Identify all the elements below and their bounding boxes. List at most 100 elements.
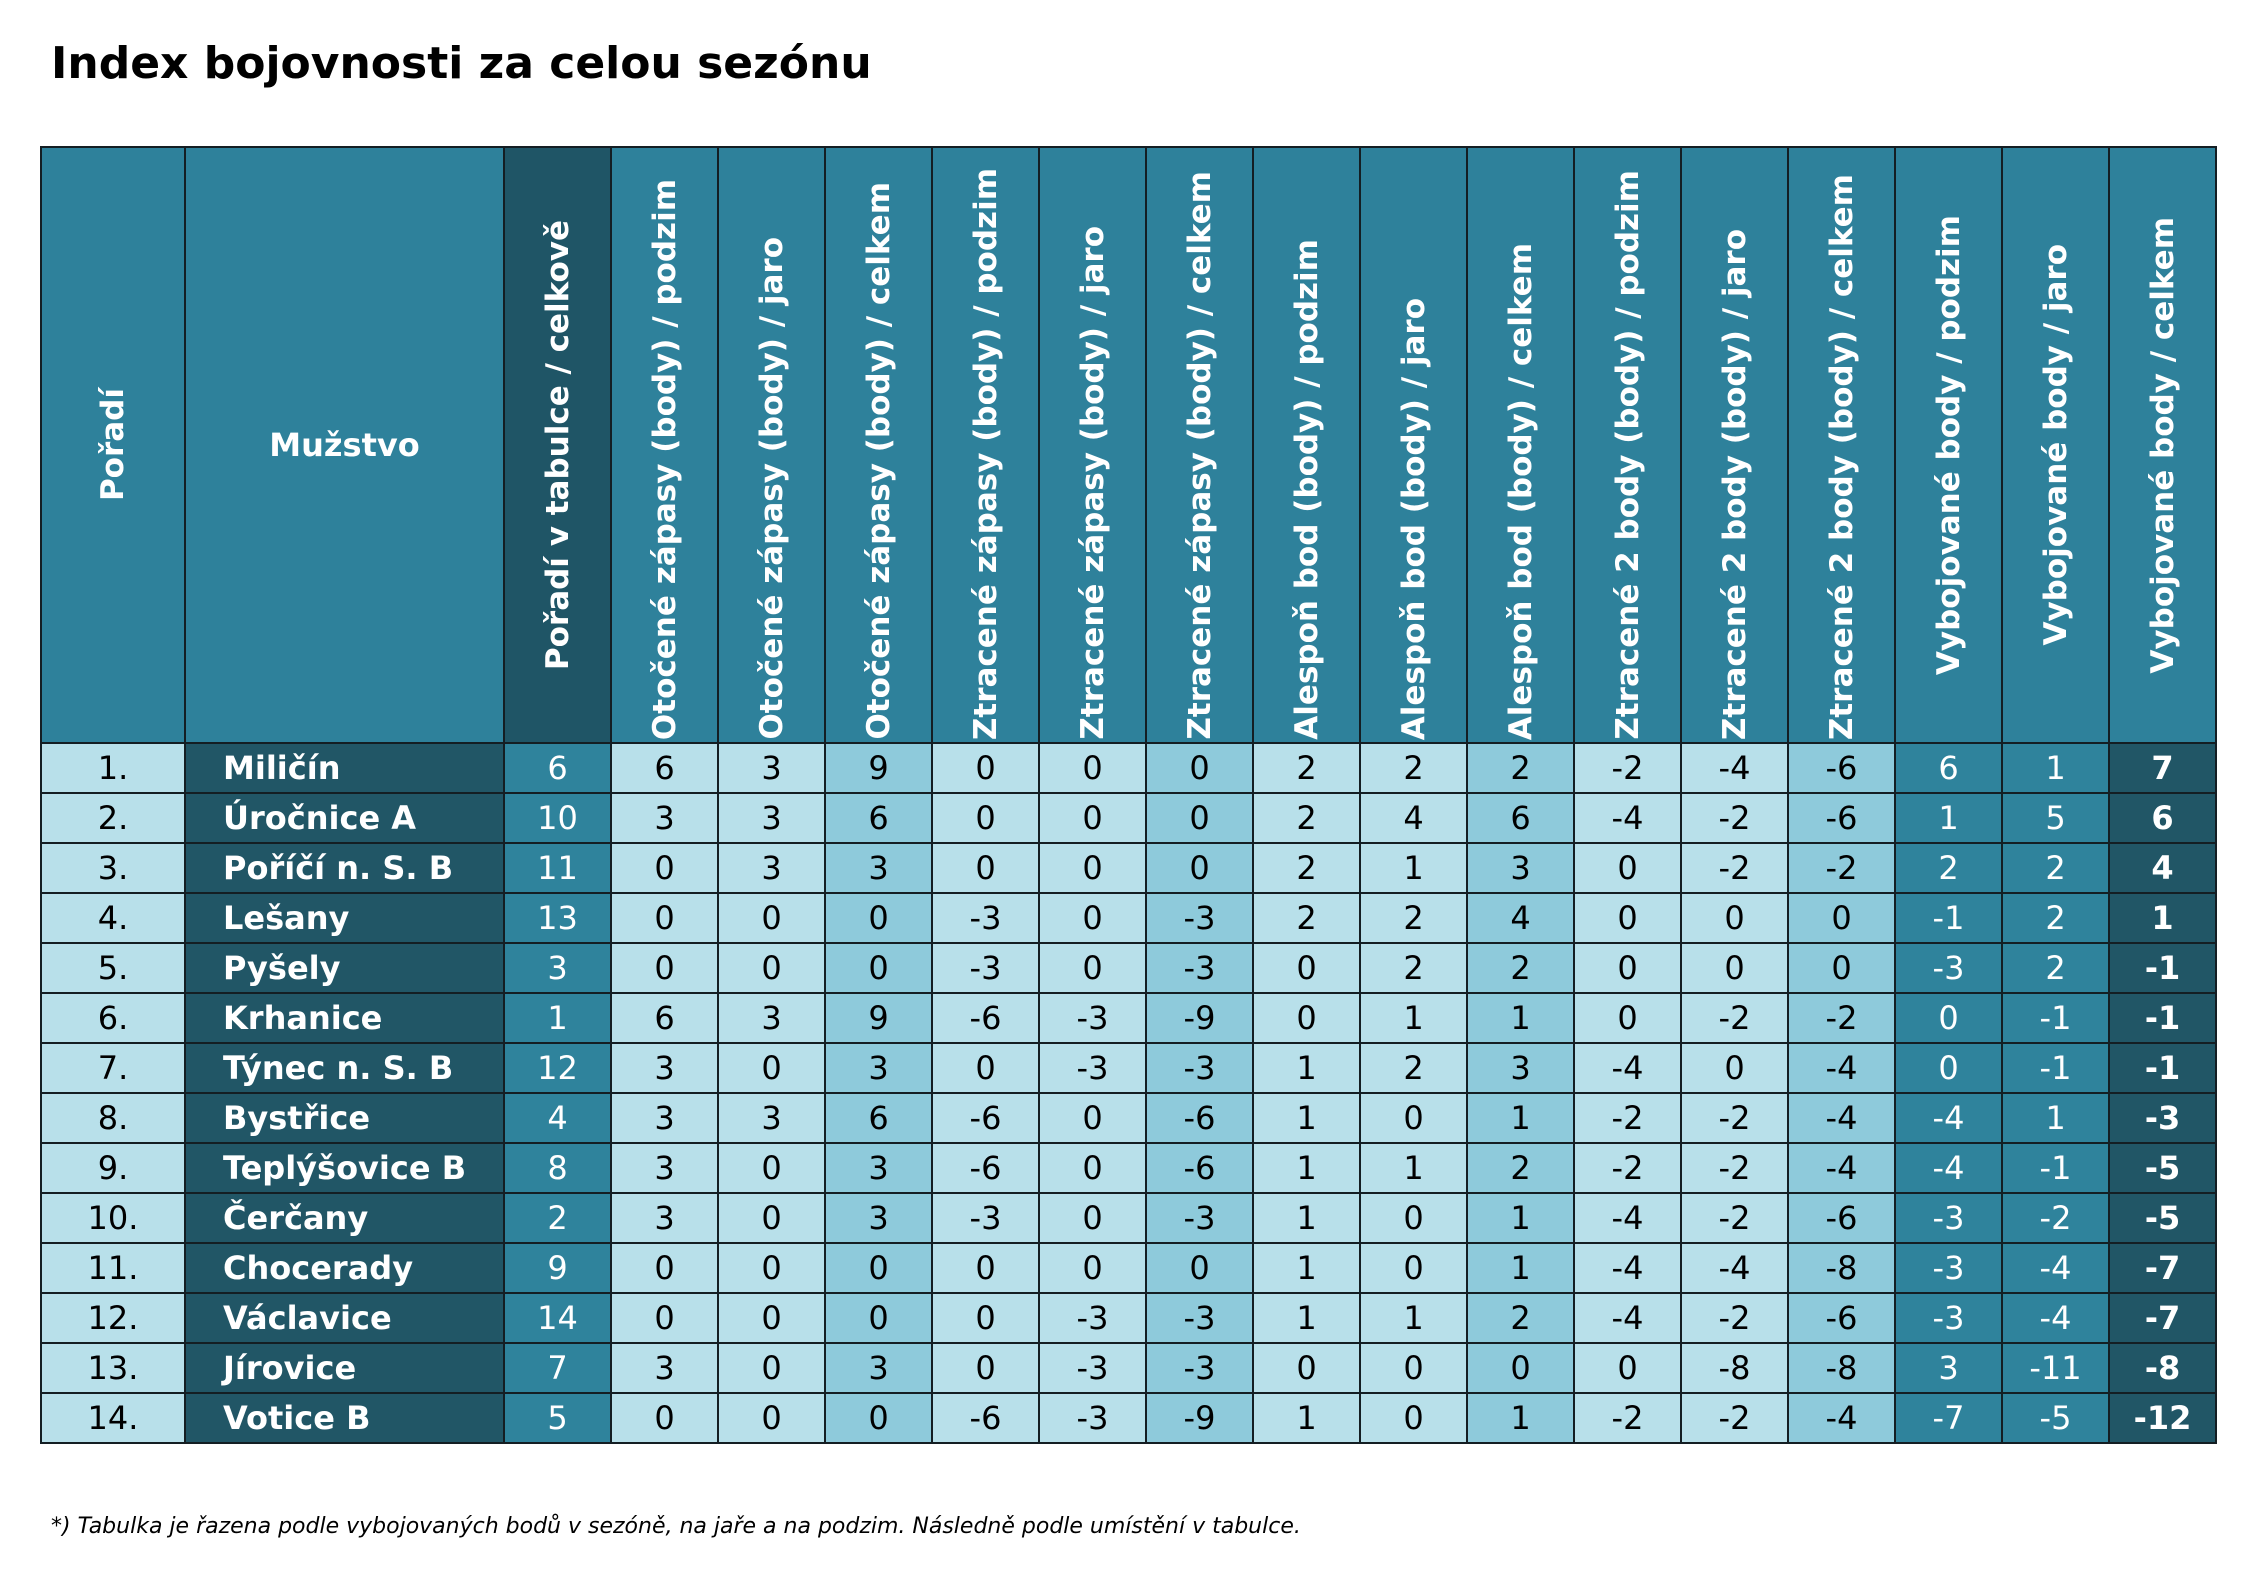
rank-cell: 2.: [40, 792, 186, 844]
team-cell: Krhanice: [184, 992, 505, 1044]
value-cell: 0: [1038, 1142, 1147, 1194]
value-cell: 0: [931, 742, 1040, 794]
value-cell: 1: [2001, 1092, 2110, 1144]
value-cell: -4: [1573, 1242, 1682, 1294]
value-cell: 0: [1145, 792, 1254, 844]
value-cell: -1: [2108, 1042, 2217, 1094]
value-cell: 0: [931, 1242, 1040, 1294]
value-cell: -4: [1680, 1242, 1789, 1294]
value-cell: -3: [1145, 1192, 1254, 1244]
value-cell: 3: [824, 1342, 933, 1394]
value-cell: 7: [2108, 742, 2217, 794]
value-cell: 2: [1252, 842, 1361, 894]
value-cell: -7: [2108, 1242, 2217, 1294]
value-cell: 1: [1359, 992, 1468, 1044]
value-cell: -1: [1894, 892, 2003, 944]
team-cell: Pyšely: [184, 942, 505, 994]
col-header-table-position: Pořadí v tabulce / celkově: [503, 146, 612, 744]
value-cell: 0: [1573, 842, 1682, 894]
value-cell: -6: [1145, 1142, 1254, 1194]
value-cell: 4: [1359, 792, 1468, 844]
value-cell: -6: [931, 992, 1040, 1044]
team-cell: Poříčí n. S. B: [184, 842, 505, 894]
page-title: Index bojovnosti za celou sezónu: [51, 38, 872, 89]
col-header-point-spring: Alespoň bod (body) / jaro: [1359, 146, 1468, 744]
value-cell: 0: [610, 1242, 719, 1294]
table-row: 6. Krhanice 1 6 3 9 -6 -3 -9 0 1 1 0 -2 -2 0 -1 -1: [40, 992, 2217, 1044]
value-cell: -3: [1894, 942, 2003, 994]
value-cell: 3: [610, 1142, 719, 1194]
rank-cell: 14.: [40, 1392, 186, 1444]
value-cell: -3: [931, 942, 1040, 994]
value-cell: -3: [1894, 1192, 2003, 1244]
value-cell: -6: [931, 1142, 1040, 1194]
value-cell: 1: [1359, 1142, 1468, 1194]
col-header-lost-autumn: Ztracené zápasy (body) / podzim: [931, 146, 1040, 744]
value-cell: 3: [824, 1042, 933, 1094]
value-cell: 3: [610, 1342, 719, 1394]
value-cell: 5: [2001, 792, 2110, 844]
value-cell: -2: [1680, 1092, 1789, 1144]
value-cell: 2: [1359, 892, 1468, 944]
header-row: Pořadí Mužstvo Pořadí v tabulce / celkov…: [40, 146, 2217, 744]
value-cell: -1: [2001, 992, 2110, 1044]
value-cell: 2: [1252, 892, 1361, 944]
value-cell: 12: [503, 1042, 612, 1094]
value-cell: 0: [824, 942, 933, 994]
team-cell: Týnec n. S. B: [184, 1042, 505, 1094]
value-cell: 0: [931, 1042, 1040, 1094]
table-row: 5. Pyšely 3 0 0 0 -3 0 -3 0 2 2 0 0 0 -3 2 -1: [40, 942, 2217, 994]
value-cell: -6: [1787, 1292, 1896, 1344]
team-cell: Lešany: [184, 892, 505, 944]
value-cell: 0: [1359, 1242, 1468, 1294]
value-cell: -9: [1145, 992, 1254, 1044]
rank-cell: 10.: [40, 1192, 186, 1244]
value-cell: 0: [1038, 942, 1147, 994]
value-cell: 0: [1787, 942, 1896, 994]
rank-cell: 8.: [40, 1092, 186, 1144]
value-cell: -6: [1145, 1092, 1254, 1144]
value-cell: 0: [1573, 1342, 1682, 1394]
value-cell: -4: [1573, 792, 1682, 844]
table-row: 13. Jírovice 7 3 0 3 0 -3 -3 0 0 0 0 -8 -8 3 -11 -8: [40, 1342, 2217, 1394]
team-cell: Úročnice A: [184, 792, 505, 844]
value-cell: 2: [1359, 942, 1468, 994]
value-cell: 0: [1894, 992, 2003, 1044]
value-cell: 0: [717, 942, 826, 994]
value-cell: 0: [824, 1242, 933, 1294]
value-cell: 3: [610, 1092, 719, 1144]
value-cell: 0: [824, 892, 933, 944]
value-cell: 1: [1252, 1242, 1361, 1294]
value-cell: -4: [1787, 1042, 1896, 1094]
value-cell: 1: [1252, 1292, 1361, 1344]
value-cell: 10: [503, 792, 612, 844]
value-cell: 0: [1252, 992, 1361, 1044]
value-cell: 1: [1252, 1392, 1361, 1444]
table-row: 9. Teplýšovice B 8 3 0 3 -6 0 -6 1 1 2 -2 -2 -4 -4 -1 -5: [40, 1142, 2217, 1194]
value-cell: -1: [2108, 992, 2217, 1044]
value-cell: -4: [1573, 1292, 1682, 1344]
rank-cell: 3.: [40, 842, 186, 894]
value-cell: 4: [2108, 842, 2217, 894]
value-cell: -4: [1894, 1092, 2003, 1144]
col-header-lost-total: Ztracené zápasy (body) / celkem: [1145, 146, 1254, 744]
value-cell: 0: [717, 1242, 826, 1294]
value-cell: -2: [1680, 842, 1789, 894]
value-cell: 0: [1038, 842, 1147, 894]
value-cell: -2: [1573, 1092, 1682, 1144]
value-cell: -2: [1680, 992, 1789, 1044]
value-cell: 0: [1038, 1192, 1147, 1244]
table-row: 3. Poříčí n. S. B 11 0 3 3 0 0 0 2 1 3 0 -2 -2 2 2 4: [40, 842, 2217, 894]
table-row: 8. Bystřice 4 3 3 6 -6 0 -6 1 0 1 -2 -2 -4 -4 1 -3: [40, 1092, 2217, 1144]
value-cell: -4: [2001, 1292, 2110, 1344]
value-cell: 3: [717, 1092, 826, 1144]
value-cell: 2: [2001, 842, 2110, 894]
table-row: 2. Úročnice A 10 3 3 6 0 0 0 2 4 6 -4 -2 -6 1 5 6: [40, 792, 2217, 844]
rank-cell: 6.: [40, 992, 186, 1044]
value-cell: 6: [1894, 742, 2003, 794]
value-cell: 8: [503, 1142, 612, 1194]
value-cell: -5: [2108, 1192, 2217, 1244]
value-cell: -6: [1787, 1192, 1896, 1244]
value-cell: -3: [1894, 1242, 2003, 1294]
value-cell: 0: [1359, 1342, 1468, 1394]
